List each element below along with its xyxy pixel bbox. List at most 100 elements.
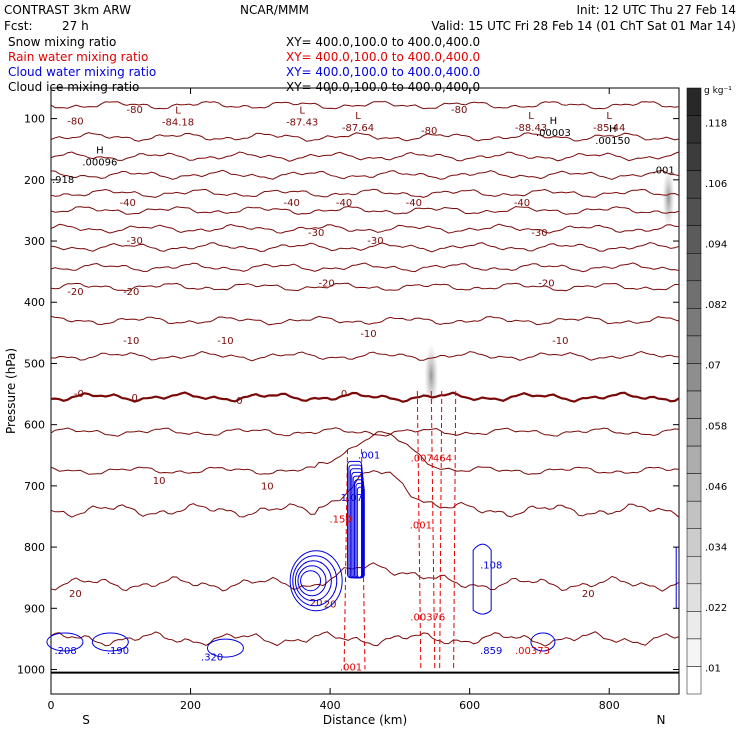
temperature-contour-label: -80	[451, 105, 467, 116]
field-xy-rain: XY= 400.0,100.0 to 400.0,400.0	[286, 50, 480, 64]
temperature-contour-label: 20	[69, 589, 82, 600]
colorbar-segment	[686, 197, 702, 226]
plot-frame	[50, 87, 680, 695]
y-axis-title: Pressure (hPa)	[4, 348, 18, 434]
field-legend-snow: Snow mixing ratio	[8, 35, 116, 49]
cloud-water-contour	[356, 486, 365, 579]
colorbar-label: .106	[705, 179, 727, 190]
colorbar-segment	[686, 473, 702, 502]
y-tick-label: 1000	[17, 664, 45, 677]
colorbar-label: .034	[705, 543, 727, 554]
rain-contour	[439, 390, 443, 670]
cloud-water-contour-label: .108	[480, 561, 502, 572]
temperature-contour	[50, 101, 680, 110]
cloud-water-contour-label: .320	[201, 652, 223, 663]
temperature-contour	[50, 242, 680, 253]
rain-contour-label: .150	[329, 515, 351, 526]
temperature-contour	[50, 188, 680, 198]
extremum-value: -88.43	[515, 123, 547, 134]
colorbar-segment	[686, 611, 702, 640]
cloud-water-contour	[289, 550, 343, 612]
temperature-contour-label: -40	[336, 198, 352, 209]
extremum-value: .00096	[82, 157, 117, 168]
x-axis-title: Distance (km)	[323, 713, 407, 727]
x-end-south: S	[82, 713, 90, 727]
field-xy-cloud-water: XY= 400.0,100.0 to 400.0,400.0	[286, 65, 480, 79]
temperature-contour-label: -30	[308, 228, 324, 239]
temperature-contour-label: -40	[406, 198, 422, 209]
plot-area: -80 -80 -80 -80 -40 -40 -40 -40 -40 -30 -30 -30 -30 -…	[46, 101, 680, 674]
init-time: Init: 12 UTC Thu 27 Feb 14	[577, 3, 737, 17]
cloud-water-contour	[292, 555, 338, 607]
temperature-contour-label: -20	[123, 287, 139, 298]
temperature-contour-label: -10	[217, 336, 233, 347]
extremum-value: -87.43	[286, 118, 318, 129]
extremum-marker: L	[175, 106, 181, 117]
colorbar-segment	[686, 335, 702, 364]
temperature-contour-label: -10	[360, 329, 376, 340]
temperature-contour-label: -80	[127, 105, 143, 116]
organization-label: NCAR/MMM	[240, 3, 309, 17]
rain-contour-label: .007464	[411, 453, 452, 464]
colorbar-segment	[686, 638, 702, 667]
colorbar-segment	[686, 445, 702, 474]
forecast-label: Fcst:	[4, 19, 33, 33]
colorbar-label: .046	[705, 482, 727, 493]
temperature-contour-label: 10	[261, 481, 274, 492]
field-legend-rain: Rain water mixing ratio	[8, 50, 148, 64]
rain-contour-label: .00373	[515, 646, 550, 657]
colorbar-label: .01	[705, 664, 721, 675]
extremum-marker: L	[299, 106, 305, 117]
colorbar-label: .058	[705, 421, 727, 432]
extremum-value: .00003	[536, 128, 571, 139]
temperature-contour-label: -40	[284, 198, 300, 209]
temperature-contour-label: -30	[367, 236, 383, 247]
colorbar-label: .082	[705, 300, 727, 311]
snow-contour-label: .001	[653, 166, 675, 177]
cloud-water-contour-label: .190	[107, 646, 129, 657]
cloud-water-contour-label: .859	[480, 646, 502, 657]
temperature-contour	[50, 562, 680, 592]
cloud-water-contour	[297, 565, 327, 597]
field-xy-snow: XY= 400.0,100.0 to 400.0,400.0	[286, 35, 480, 49]
colorbar-segment	[686, 500, 702, 529]
cloud-water-contour	[300, 570, 322, 592]
temperature-contour	[50, 262, 680, 273]
y-tick-label: 500	[24, 357, 45, 370]
temperature-contour-label: 10	[153, 476, 166, 487]
temperature-contour-label: 20	[324, 599, 337, 610]
colorbar-label: .118	[705, 118, 727, 129]
y-tick-label: 600	[24, 419, 45, 432]
colorbar-unit: g kg⁻¹	[704, 86, 732, 96]
temperature-contour-label: 20	[582, 589, 595, 600]
temperature-contour-label: -40	[120, 198, 136, 209]
extremum-value: -84.18	[162, 118, 194, 129]
temperature-contour-label: -30	[127, 236, 143, 247]
colorbar-segment	[686, 87, 702, 116]
cloud-water-contour	[91, 632, 129, 652]
temperature-contour-label: -30	[531, 228, 547, 239]
cloud-water-contour	[294, 560, 332, 602]
cloud-water-contour	[472, 543, 492, 615]
figure-title: CONTRAST 3km ARW	[4, 3, 131, 17]
temperature-contour	[50, 132, 680, 142]
cloud-water-contour-label: .208	[54, 646, 76, 657]
extremum-marker: H	[96, 145, 104, 156]
colorbar-segment	[686, 170, 702, 199]
colorbar-segment	[686, 253, 702, 282]
temperature-contour-label: 0	[341, 389, 347, 400]
rain-contour-label: .001	[340, 663, 362, 674]
colorbar-segment	[686, 418, 702, 447]
colorbar-segment	[686, 556, 702, 585]
colorbar-label: .094	[705, 240, 727, 251]
temperature-contour-label: -0	[74, 389, 84, 400]
colorbar-segment	[686, 666, 702, 695]
y-tick-label: 300	[24, 235, 45, 248]
temperature-contour-label: -10	[123, 336, 139, 347]
temperature-contour	[50, 151, 680, 162]
valid-time: Valid: 15 UTC Fri 28 Feb 14 (01 ChT Sat …	[431, 19, 736, 33]
x-tick-label: 200	[180, 699, 201, 712]
snow-shading-mid	[424, 343, 439, 408]
